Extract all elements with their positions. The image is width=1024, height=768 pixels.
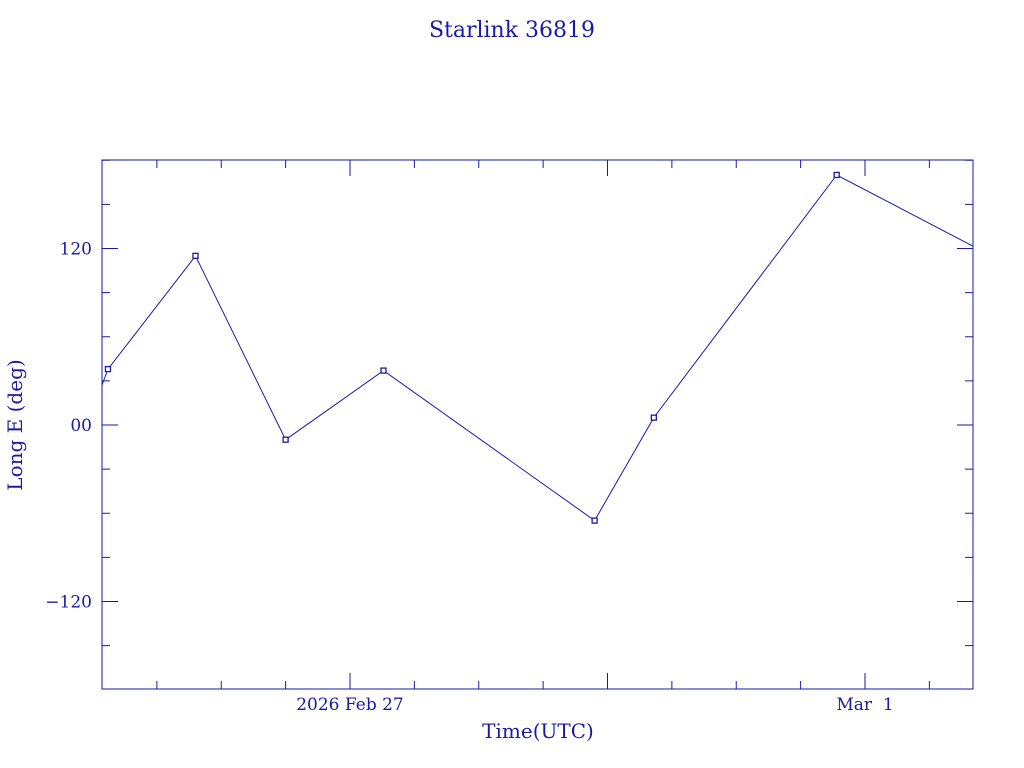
data-point — [192, 252, 199, 260]
data-point — [591, 517, 598, 524]
data-point — [1014, 267, 1019, 272]
data-point — [104, 365, 112, 373]
x-tick-label: Mar 1 — [836, 695, 893, 715]
y-tick-labels: −120 00 120 — [45, 240, 92, 613]
y-axis-label: Long E (deg) — [3, 359, 27, 490]
series-group — [46, 171, 1019, 529]
series-line — [102, 174, 973, 522]
data-point — [650, 414, 657, 421]
data-point — [46, 524, 51, 529]
data-point — [282, 436, 289, 443]
chart-title: Starlink 36819 — [429, 18, 595, 43]
axis-ticks — [102, 159, 973, 689]
y-tick-label: 00 — [70, 416, 92, 436]
plot-frame — [101, 159, 974, 690]
y-tick-label: −120 — [45, 593, 92, 613]
y-tick-label: 120 — [60, 240, 92, 260]
x-axis-label: Time(UTC) — [482, 719, 594, 743]
data-point — [833, 171, 840, 179]
x-tick-label: 2026 Feb 27 — [296, 695, 404, 715]
data-point — [380, 367, 387, 374]
